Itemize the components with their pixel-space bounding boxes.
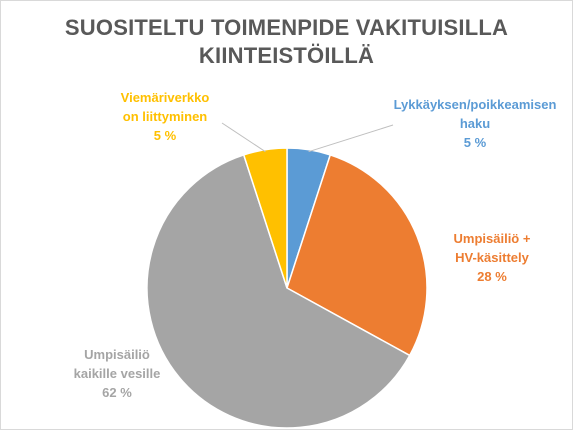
pie-slice-umpisailio-kaikki [146, 153, 411, 429]
slice-label-line: Umpisäiliö [84, 347, 150, 362]
pie-slice-viemariverkko [242, 147, 288, 289]
slice-label-line: haku [459, 116, 491, 131]
chart-title: SUOSITELTU TOIMENPIDE VAKITUISILLA KIINT… [0, 14, 573, 70]
slice-label-line: Lykkäyksen/poikkeamisen [393, 97, 557, 112]
slice-label-viemariverkko: Viemäriverkko on liittyminen 5 % [95, 88, 235, 145]
slice-value-label: 5 % [153, 128, 177, 143]
chart-title-line-1: SUOSITELTU TOIMENPIDE VAKITUISILLA [64, 15, 509, 40]
slice-label-line: HV-käsittely [455, 250, 529, 265]
slice-value-label: 62 % [102, 385, 132, 400]
slice-label-line: Viemäriverkko [120, 90, 210, 105]
pie-slice-umpisailio-hv [286, 153, 428, 357]
slice-label-umpisailio-kaikki: Umpisäiliö kaikille vesille 62 % [42, 345, 192, 402]
slice-label-line: on liittyminen [122, 109, 208, 124]
slice-label-umpisailio-hv: Umpisäiliö + HV-käsittely 28 % [422, 229, 562, 286]
slice-label-lykkays: Lykkäyksen/poikkeamisen haku 5 % [375, 95, 573, 152]
leader-line-lykkays [308, 124, 394, 153]
chart-title-line-2: KIINTEISTÖILLÄ [198, 43, 375, 68]
slice-value-label: 5 % [463, 135, 487, 150]
slice-label-line: Umpisäiliö + [453, 231, 531, 246]
leader-line-viemariverkko [221, 122, 266, 153]
slice-label-line: kaikille vesille [73, 366, 161, 381]
slice-value-label: 28 % [477, 269, 507, 284]
